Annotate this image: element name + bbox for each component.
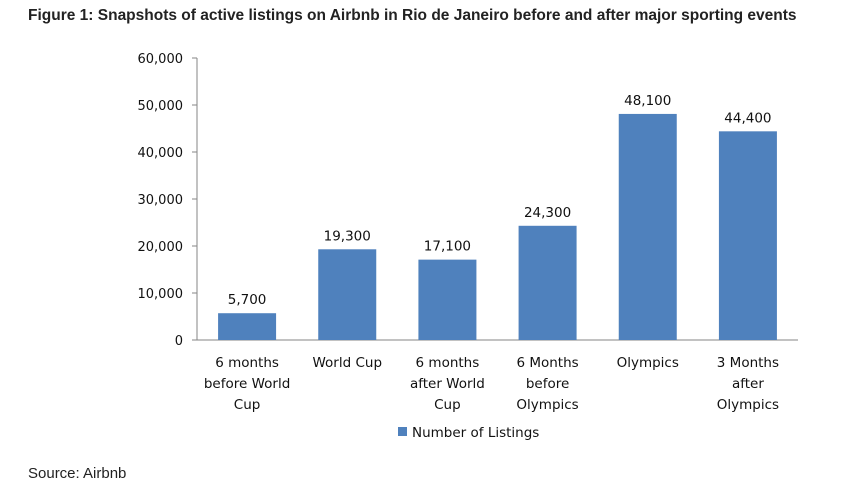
x-tick-label: before World [204,376,290,392]
x-tick-label: Cup [234,397,261,413]
bar [318,249,377,340]
source-note: Source: Airbnb [28,465,127,482]
data-label: 44,400 [724,110,771,126]
x-tick-label: after [732,376,764,392]
bar [218,313,277,340]
x-tick-label: 6 Months [516,355,578,371]
bar-chart: 0 10,000 20,000 30,000 40,000 50,000 60,000 5,… [138,52,798,441]
legend-swatch [398,427,407,436]
x-tick-label: World Cup [312,355,382,371]
y-tick-label: 10,000 [138,287,184,302]
x-tick-label: Cup [434,397,461,413]
x-tick-label: Olympics [717,397,779,413]
y-tick-label: 60,000 [138,52,184,67]
y-axis-ticks: 0 10,000 20,000 30,000 40,000 50,000 60,000 [138,52,197,349]
y-tick-label: 30,000 [138,193,184,208]
x-axis-labels: 6 months before World Cup World Cup 6 months… [204,355,779,413]
x-tick-label: Olympics [516,397,578,413]
bar [618,113,677,341]
legend-label: Number of Listings [412,425,539,441]
bar [718,131,777,340]
data-label: 19,300 [324,228,371,244]
x-tick-label: 3 Months [717,355,779,371]
data-label: 24,300 [524,205,571,221]
x-tick-label: 6 months [215,355,279,371]
y-tick-label: 50,000 [138,99,184,114]
x-tick-label: Olympics [617,355,679,371]
bars [218,113,777,341]
legend: Number of Listings [398,425,539,441]
x-tick-label: after World [410,376,485,392]
data-label: 17,100 [424,239,471,255]
data-label: 48,100 [624,93,671,109]
y-tick-label: 0 [175,334,183,349]
x-tick-label: 6 months [416,355,480,371]
data-label: 5,700 [228,292,267,308]
bar [418,259,477,340]
data-labels: 5,700 19,300 17,100 24,300 48,100 44,400 [228,93,772,308]
y-tick-label: 40,000 [138,146,184,161]
figure-title: Figure 1: Snapshots of active listings o… [28,7,797,24]
bar [518,225,577,340]
y-tick-label: 20,000 [138,240,184,255]
x-tick-label: before [526,376,569,392]
